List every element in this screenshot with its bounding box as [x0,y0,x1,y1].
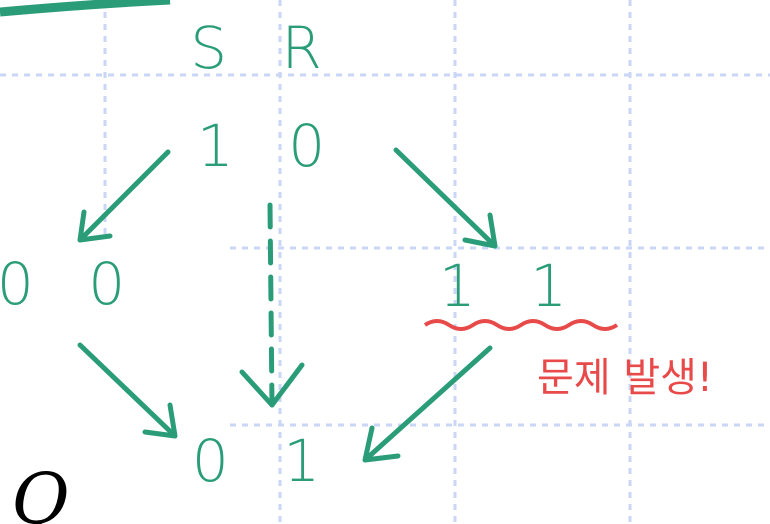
node-label: 0 0 [0,250,143,318]
arrows [77,147,498,463]
node-label: 1 0 [197,112,343,180]
highlight-stroke [0,0,171,17]
corner-text: Q [11,458,68,524]
node-label: 1 1 [439,252,585,320]
header-label: S R [190,14,340,82]
node-label: 0 1 [192,427,338,495]
annotation: 문제 발생! [537,355,713,401]
squiggle [423,319,619,331]
